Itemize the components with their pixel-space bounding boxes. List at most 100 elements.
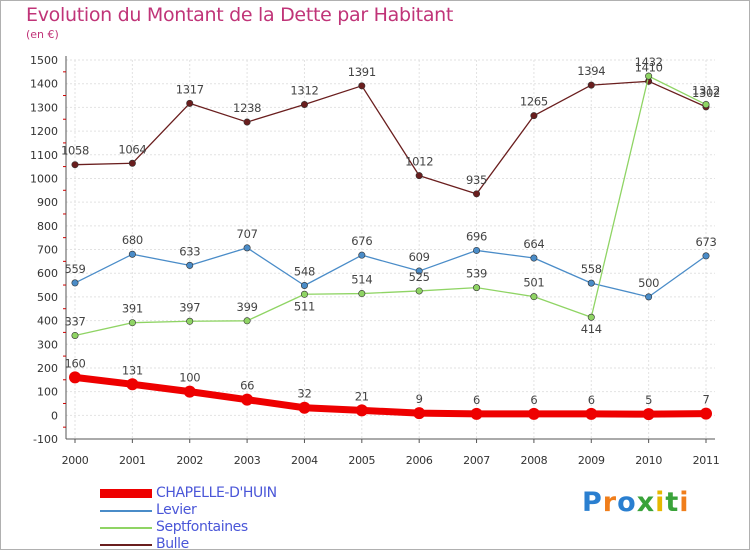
data-point [128, 319, 136, 327]
x-tick-label: 2002 [176, 454, 203, 467]
legend-swatch [100, 544, 152, 546]
x-tick-label: 2005 [348, 454, 375, 467]
data-label: 680 [122, 233, 143, 247]
data-point [300, 282, 308, 290]
y-tick-label: 200 [37, 362, 58, 375]
data-point [241, 393, 254, 406]
x-tick-label: 2008 [521, 454, 548, 467]
series-line-levier [74, 247, 707, 298]
x-tick-label: 2011 [693, 454, 720, 467]
data-point [300, 101, 308, 109]
data-point [415, 172, 423, 180]
data-point [300, 290, 308, 298]
legend-item: Septfontaines [100, 519, 400, 536]
data-point [69, 371, 81, 384]
data-label: 559 [64, 262, 85, 276]
data-point [527, 407, 540, 420]
y-tick-label: -100 [33, 433, 58, 446]
data-point [473, 190, 481, 198]
data-point [358, 82, 366, 90]
data-label: 397 [179, 300, 200, 314]
data-label: 399 [237, 300, 258, 314]
data-point [186, 99, 194, 107]
data-label: 6 [473, 393, 480, 407]
data-label: 633 [179, 244, 200, 258]
legend-item: Bulle [100, 536, 400, 553]
legend-label: Levier [156, 502, 197, 518]
data-label: 1391 [348, 65, 376, 79]
data-label: 1394 [577, 64, 605, 78]
data-point [183, 385, 196, 398]
data-point [700, 407, 712, 420]
data-point [298, 401, 311, 414]
y-tick-label: 1500 [30, 54, 58, 67]
data-point [243, 244, 251, 252]
data-point [415, 267, 423, 275]
data-label: 1012 [405, 155, 433, 169]
data-label: 1410 [635, 60, 663, 74]
data-label: 6 [588, 393, 595, 407]
x-tick-label: 2006 [406, 454, 433, 467]
y-tick-label: 1000 [30, 172, 58, 185]
data-label: 160 [64, 356, 85, 370]
data-label: 5 [645, 393, 652, 407]
y-tick-label: 1400 [30, 78, 58, 91]
x-tick-label: 2003 [234, 454, 261, 467]
data-point [243, 118, 251, 126]
data-label: 391 [122, 302, 143, 316]
data-point [530, 254, 538, 262]
data-label: 1238 [233, 101, 261, 115]
data-point [358, 290, 366, 298]
data-label: 514 [351, 273, 372, 287]
logo-letter: r [602, 487, 618, 518]
data-point [587, 81, 595, 89]
data-label: 1312 [692, 84, 720, 98]
data-point [587, 279, 595, 287]
data-point [645, 293, 653, 301]
data-label: 337 [64, 314, 85, 328]
x-tick-label: 2000 [62, 454, 89, 467]
data-point [473, 246, 481, 254]
logo-letter: i [679, 487, 690, 518]
series-line-chapelle-d-huin [71, 373, 710, 418]
logo-letter: o [617, 487, 637, 518]
data-label: 501 [523, 276, 544, 290]
logo-letter: i [655, 487, 666, 518]
x-tick-label: 2009 [578, 454, 605, 467]
data-label: 1058 [61, 144, 89, 158]
data-label: 131 [122, 363, 143, 377]
data-label: 1265 [520, 95, 548, 109]
data-label: 673 [695, 235, 716, 249]
data-point [415, 287, 423, 295]
data-label: 696 [466, 229, 487, 243]
data-label: 558 [581, 262, 602, 276]
legend-label: Septfontaines [156, 519, 248, 535]
x-tick-label: 2010 [635, 454, 662, 467]
data-label: 21 [355, 389, 369, 403]
data-label: 500 [638, 276, 659, 290]
data-label: 511 [294, 299, 315, 313]
data-label: 1312 [290, 84, 318, 98]
data-label: 7 [702, 393, 709, 407]
logo-letter: P [582, 487, 603, 518]
legend-swatch [100, 527, 152, 529]
y-tick-label: 1200 [30, 125, 58, 138]
legend-item: CHAPELLE-D'HUIN [100, 485, 400, 502]
data-label: 100 [179, 371, 200, 385]
y-tick-label: 900 [37, 196, 58, 209]
data-point [587, 313, 595, 321]
data-label: 1317 [176, 82, 204, 96]
data-label: 935 [466, 173, 487, 187]
data-label: 1432 [635, 55, 663, 69]
chart-title: Evolution du Montant de la Dette par Hab… [26, 4, 454, 26]
data-point [71, 161, 79, 169]
data-point [186, 261, 194, 269]
proxiti-logo: Proxiti [582, 487, 690, 518]
x-tick-label: 2001 [119, 454, 146, 467]
legend-label: Bulle [156, 536, 189, 552]
series-line-septfontaines [74, 75, 707, 337]
data-label: 548 [294, 265, 315, 279]
data-point [530, 293, 538, 301]
data-point [71, 331, 79, 339]
y-tick-label: 800 [37, 220, 58, 233]
